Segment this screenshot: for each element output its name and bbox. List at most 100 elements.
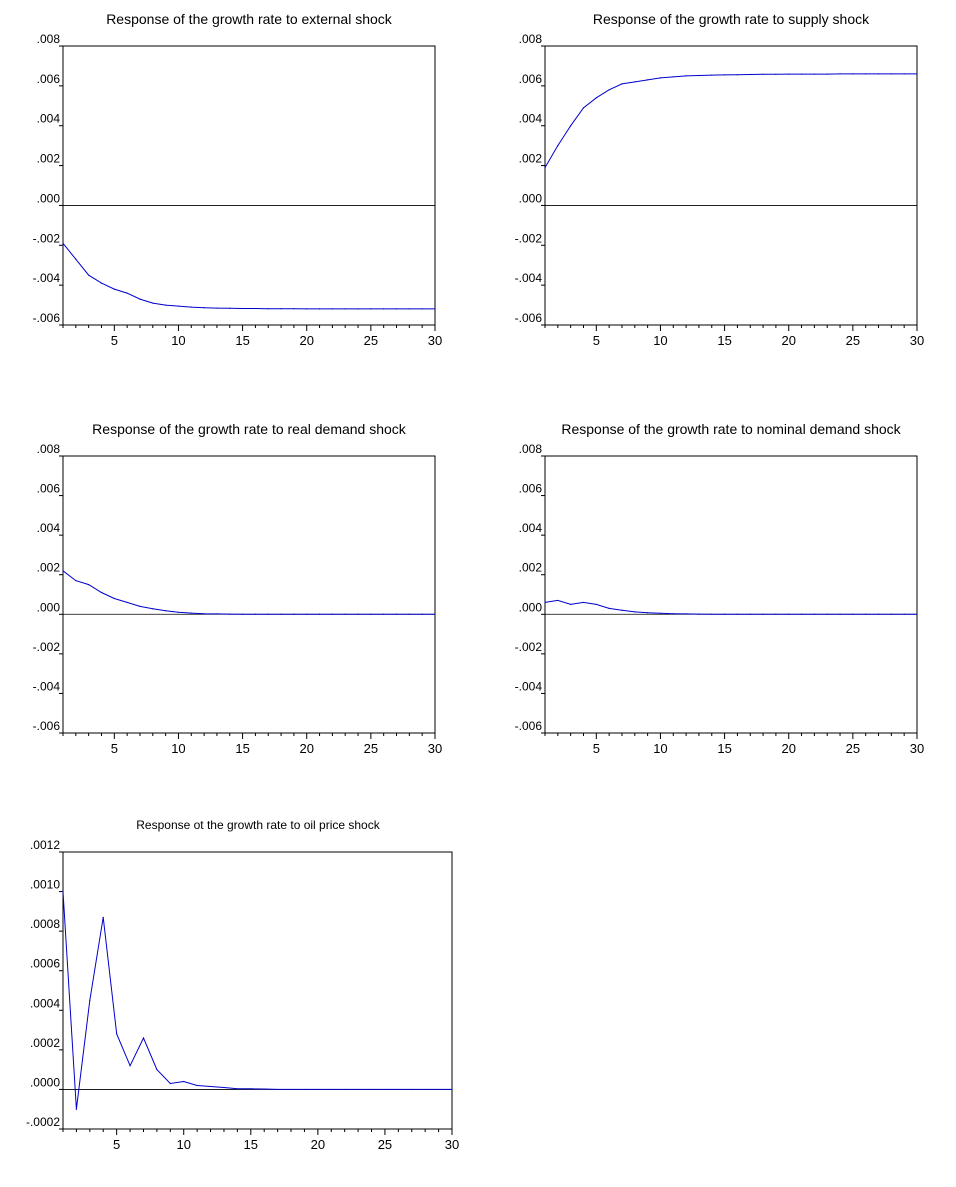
- panel-oil-price-shock: Response ot the growth rate to oil price…: [26, 818, 459, 1152]
- data-point: [723, 74, 726, 76]
- panel-supply-shock: Response of the growth rate to supply sh…: [515, 11, 925, 348]
- data-point: [582, 107, 585, 109]
- y-tick-label: -.004: [515, 271, 543, 285]
- data-point: [277, 1088, 279, 1091]
- data-point: [736, 74, 739, 76]
- data-point: [75, 580, 77, 582]
- x-tick-label: 5: [111, 741, 118, 756]
- data-point: [357, 613, 359, 615]
- data-point: [397, 1088, 399, 1091]
- data-point: [762, 613, 764, 615]
- data-point: [280, 613, 282, 615]
- data-point: [800, 73, 803, 75]
- data-point: [800, 613, 803, 615]
- data-point: [306, 308, 308, 310]
- data-point: [685, 75, 687, 77]
- x-tick-label: 5: [111, 333, 118, 348]
- data-point: [711, 74, 713, 76]
- y-tick-label: .0002: [30, 1036, 60, 1050]
- data-point: [126, 601, 128, 604]
- y-tick-label: -.006: [33, 719, 61, 733]
- data-point: [839, 73, 841, 75]
- data-point: [698, 613, 700, 615]
- y-tick-label: .002: [519, 152, 543, 166]
- data-point: [165, 610, 167, 612]
- chart-title: Response of the growth rate to nominal d…: [561, 421, 901, 437]
- data-point: [216, 307, 218, 309]
- data-point: [280, 308, 282, 310]
- data-point: [916, 613, 918, 615]
- y-tick-label: -.002: [33, 231, 61, 245]
- data-point: [156, 1069, 158, 1071]
- data-point: [557, 145, 559, 147]
- data-point: [229, 307, 231, 309]
- data-point: [659, 612, 662, 614]
- data-point: [203, 307, 205, 309]
- y-tick-label: .000: [37, 600, 61, 614]
- x-tick-label: 15: [244, 1137, 258, 1152]
- data-point: [241, 613, 244, 615]
- data-point: [263, 1088, 265, 1090]
- y-tick-label: .002: [37, 152, 61, 166]
- y-tick-label: .006: [519, 72, 543, 86]
- chart-title: Response of the growth rate to supply sh…: [593, 11, 870, 27]
- data-point: [903, 73, 905, 75]
- data-point: [647, 612, 649, 614]
- data-point: [775, 613, 777, 615]
- data-point: [139, 298, 141, 300]
- data-point: [877, 73, 880, 75]
- y-tick-label: -.006: [515, 719, 543, 733]
- y-tick-label: .0000: [30, 1075, 60, 1089]
- chart-title: Response ot the growth rate to oil price…: [136, 818, 380, 832]
- data-point: [659, 77, 662, 79]
- data-point: [437, 1088, 440, 1091]
- y-tick-label: .000: [519, 600, 543, 614]
- y-tick-label: .0010: [30, 878, 60, 892]
- data-point: [89, 999, 91, 1001]
- data-point: [421, 308, 423, 310]
- data-point: [344, 613, 346, 615]
- data-point: [890, 613, 892, 615]
- data-point: [775, 73, 777, 75]
- data-point: [903, 613, 905, 615]
- data-point: [383, 308, 385, 310]
- data-point: [544, 601, 546, 604]
- data-point: [357, 308, 359, 310]
- data-point: [250, 1088, 252, 1090]
- data-point: [672, 613, 674, 615]
- x-tick-label: 20: [781, 741, 795, 756]
- x-tick-label: 30: [445, 1137, 459, 1152]
- data-point: [267, 613, 269, 615]
- data-point: [608, 89, 610, 91]
- x-tick-label: 30: [910, 741, 924, 756]
- data-point: [142, 1037, 145, 1039]
- data-point: [100, 282, 103, 284]
- data-point: [165, 304, 167, 306]
- x-tick-label: 20: [299, 333, 313, 348]
- y-tick-label: .008: [519, 442, 543, 456]
- x-tick-label: 15: [235, 333, 249, 348]
- y-tick-label: .004: [519, 521, 543, 535]
- x-tick-label: 20: [311, 1137, 325, 1152]
- data-point: [557, 599, 559, 602]
- data-point: [293, 308, 295, 310]
- data-point: [183, 1080, 185, 1083]
- y-tick-label: .0006: [30, 957, 60, 971]
- y-tick-label: .0008: [30, 917, 60, 931]
- data-point: [865, 73, 867, 75]
- data-point: [236, 1088, 238, 1090]
- data-point: [570, 125, 572, 127]
- data-point: [229, 613, 231, 615]
- data-point: [788, 73, 790, 75]
- data-point: [100, 591, 103, 594]
- data-point: [152, 302, 154, 304]
- x-tick-label: 5: [593, 741, 600, 756]
- data-point: [62, 242, 64, 244]
- y-tick-label: .008: [519, 32, 543, 46]
- data-point: [411, 1088, 413, 1091]
- y-tick-label: -.002: [515, 231, 543, 245]
- data-point: [62, 570, 64, 572]
- y-tick-label: -.004: [33, 271, 61, 285]
- data-point: [672, 76, 674, 78]
- data-point: [736, 613, 739, 615]
